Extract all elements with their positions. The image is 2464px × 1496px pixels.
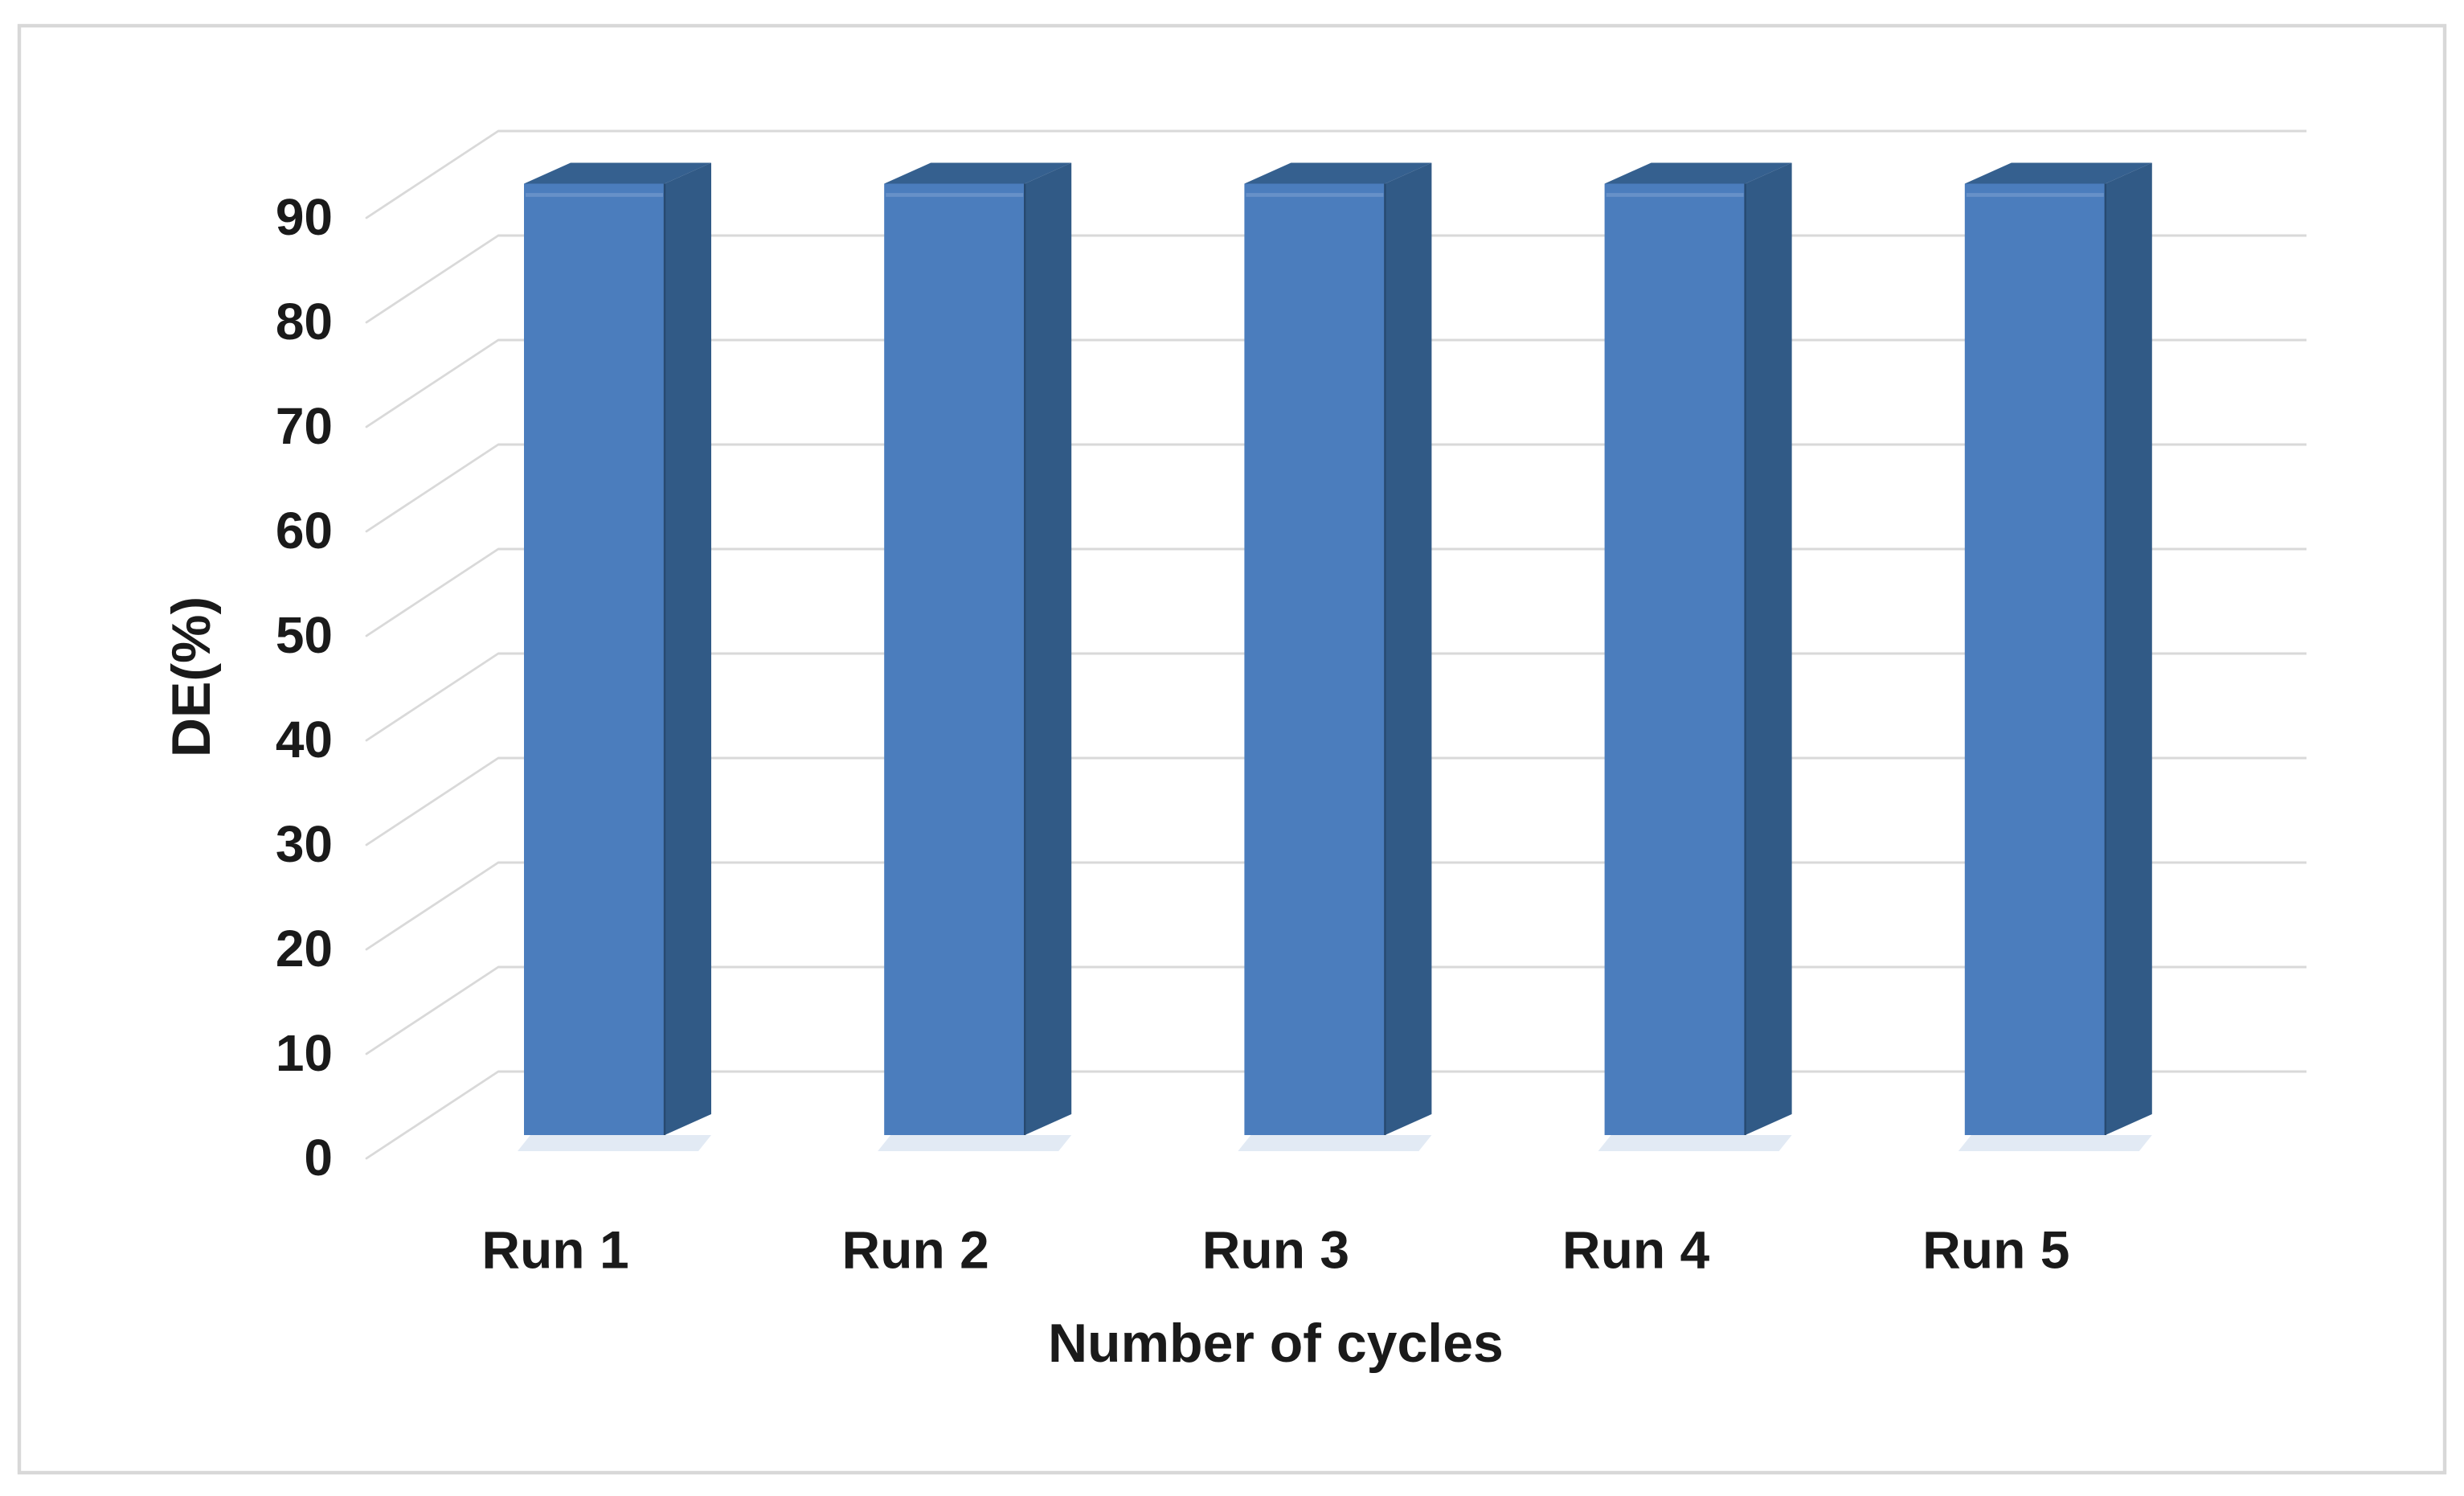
y-tick-depth-line — [365, 965, 500, 1055]
bar-top-face — [1964, 162, 2152, 184]
bar-floor-shadow — [1958, 1135, 2152, 1151]
bar-side-face — [1025, 162, 1072, 1135]
y-tick-label: 0 — [304, 1129, 333, 1187]
bar-front-face — [1244, 183, 1385, 1135]
bar-run-1 — [518, 162, 711, 1151]
bar-top-face — [1244, 162, 1432, 184]
y-tick-depth-line — [365, 338, 500, 428]
bar-run-5 — [1958, 162, 2152, 1151]
x-axis-title: Number of cycles — [1048, 1313, 1504, 1374]
y-axis-title: DE(%) — [161, 596, 222, 757]
x-category-label: Run 5 — [1922, 1219, 2069, 1279]
bar-floor-shadow — [1238, 1135, 1432, 1151]
bar-side-face — [665, 162, 711, 1135]
bar-front-face — [524, 183, 665, 1135]
y-tick-label: 10 — [276, 1024, 333, 1082]
y-tick-depth-line — [365, 234, 500, 324]
x-category-label: Run 1 — [481, 1219, 628, 1279]
y-tick-label: 60 — [276, 502, 333, 559]
y-tick-depth-line — [365, 129, 500, 219]
bar-side-face — [2105, 162, 2152, 1135]
axis-labels-layer: 0 10 20 30 40 50 60 70 80 90 Run 1 Run 2 Run 3 Run 4 R… — [276, 188, 2070, 1280]
y-tick-label: 40 — [276, 711, 333, 768]
y-tick-label: 20 — [276, 920, 333, 978]
bar-front-face — [1604, 183, 1746, 1135]
y-tick-depth-line — [365, 652, 500, 742]
y-tick-depth-line — [365, 1070, 500, 1160]
bar-run-3 — [1238, 162, 1432, 1151]
bar-side-face — [1385, 162, 1432, 1135]
bar-run-2 — [878, 162, 1072, 1151]
bar-floor-shadow — [518, 1135, 711, 1151]
y-tick-label: 30 — [276, 815, 333, 873]
y-tick-depth-line — [365, 861, 500, 951]
bar-top-face — [1604, 162, 1792, 184]
bar-top-face — [524, 162, 711, 184]
bar-run-4 — [1598, 162, 1792, 1151]
bar-top-face — [884, 162, 1072, 184]
y-tick-depth-line — [365, 443, 500, 533]
bar-floor-shadow — [1598, 1135, 1792, 1151]
x-category-label: Run 3 — [1202, 1219, 1349, 1279]
y-tick-depth-line — [365, 547, 500, 637]
x-category-label: Run 4 — [1562, 1219, 1710, 1279]
y-tick-label: 80 — [276, 293, 333, 350]
x-category-label: Run 2 — [842, 1219, 989, 1279]
bar-front-face — [884, 183, 1025, 1135]
y-tick-label: 70 — [276, 397, 333, 455]
bar-floor-shadow — [878, 1135, 1072, 1151]
y-tick-label: 90 — [276, 188, 333, 246]
y-tick-depth-line — [365, 756, 500, 846]
bar-side-face — [1745, 162, 1792, 1135]
y-tick-label: 50 — [276, 606, 333, 664]
bar-front-face — [1964, 183, 2106, 1135]
bars-layer — [518, 162, 2152, 1151]
